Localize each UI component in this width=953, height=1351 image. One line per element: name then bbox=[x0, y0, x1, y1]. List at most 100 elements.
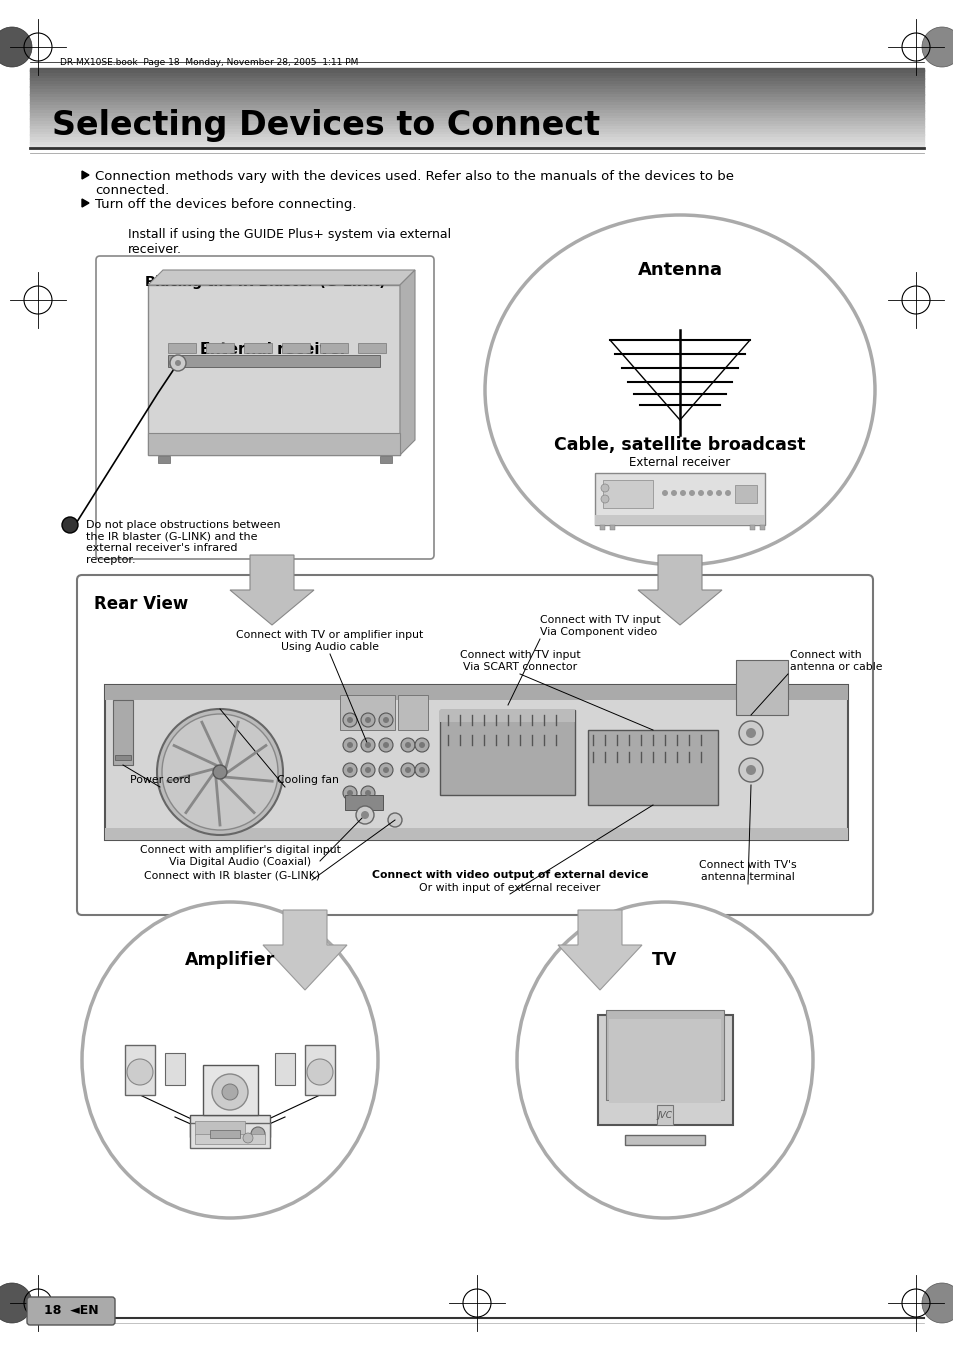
Circle shape bbox=[212, 1074, 248, 1111]
Bar bbox=[587, 730, 718, 805]
Circle shape bbox=[343, 786, 356, 800]
Bar bbox=[148, 285, 399, 455]
Bar bbox=[595, 515, 764, 526]
Bar bbox=[203, 1065, 257, 1115]
Text: Placing the IR Blaster (G-LINK): Placing the IR Blaster (G-LINK) bbox=[145, 276, 385, 289]
Circle shape bbox=[157, 709, 283, 835]
FancyBboxPatch shape bbox=[96, 255, 434, 559]
Text: DR-MX10SE.book  Page 18  Monday, November 28, 2005  1:11 PM: DR-MX10SE.book Page 18 Monday, November … bbox=[60, 58, 358, 68]
Text: antenna or cable: antenna or cable bbox=[789, 662, 882, 671]
Text: Via Component video: Via Component video bbox=[539, 627, 657, 638]
Bar bbox=[439, 711, 575, 721]
Bar bbox=[30, 120, 923, 124]
Bar bbox=[112, 700, 132, 765]
Circle shape bbox=[360, 811, 369, 819]
Circle shape bbox=[222, 1084, 237, 1100]
Circle shape bbox=[418, 767, 424, 773]
Bar bbox=[599, 526, 604, 530]
Bar bbox=[605, 1011, 723, 1100]
Text: Rear View: Rear View bbox=[94, 594, 188, 613]
Bar bbox=[657, 1105, 672, 1125]
Circle shape bbox=[360, 738, 375, 753]
Bar bbox=[168, 355, 379, 367]
Circle shape bbox=[415, 738, 429, 753]
Bar bbox=[194, 1121, 245, 1135]
Bar bbox=[30, 128, 923, 132]
Bar bbox=[30, 81, 923, 84]
Bar bbox=[30, 145, 923, 149]
Circle shape bbox=[347, 790, 353, 796]
Circle shape bbox=[382, 742, 389, 748]
Text: Connect with: Connect with bbox=[789, 650, 861, 661]
Circle shape bbox=[745, 728, 755, 738]
Bar bbox=[30, 86, 923, 89]
Circle shape bbox=[360, 786, 375, 800]
Text: Connect with TV's: Connect with TV's bbox=[699, 861, 796, 870]
Circle shape bbox=[307, 1059, 333, 1085]
Circle shape bbox=[600, 484, 608, 492]
Text: Using Audio cable: Using Audio cable bbox=[281, 642, 378, 653]
Circle shape bbox=[347, 767, 353, 773]
Bar bbox=[105, 828, 847, 840]
Circle shape bbox=[251, 1127, 265, 1142]
Bar bbox=[30, 111, 923, 113]
Bar bbox=[30, 113, 923, 116]
Text: Amplifier: Amplifier bbox=[185, 951, 274, 969]
Bar bbox=[30, 95, 923, 97]
Circle shape bbox=[378, 713, 393, 727]
Circle shape bbox=[400, 738, 415, 753]
Text: antenna terminal: antenna terminal bbox=[700, 871, 794, 882]
Ellipse shape bbox=[484, 215, 874, 565]
Bar bbox=[30, 73, 923, 76]
Bar bbox=[439, 711, 575, 794]
Circle shape bbox=[388, 813, 401, 827]
Circle shape bbox=[347, 742, 353, 748]
Bar bbox=[274, 1052, 294, 1085]
Polygon shape bbox=[399, 270, 415, 455]
Bar bbox=[598, 1015, 732, 1125]
Bar bbox=[357, 343, 386, 353]
Bar bbox=[30, 89, 923, 92]
Circle shape bbox=[415, 763, 429, 777]
Text: Connect with video output of external device: Connect with video output of external de… bbox=[372, 870, 648, 880]
Circle shape bbox=[400, 763, 415, 777]
Circle shape bbox=[355, 807, 374, 824]
Circle shape bbox=[360, 763, 375, 777]
Bar bbox=[190, 1123, 270, 1148]
Bar bbox=[345, 794, 382, 811]
Polygon shape bbox=[148, 270, 415, 285]
Bar bbox=[125, 1046, 154, 1096]
Bar bbox=[30, 97, 923, 100]
Circle shape bbox=[716, 490, 721, 496]
Text: Install if using the GUIDE Plus+ system via external
receiver.: Install if using the GUIDE Plus+ system … bbox=[128, 228, 451, 255]
Bar bbox=[210, 1129, 240, 1138]
Bar bbox=[734, 485, 757, 503]
Bar bbox=[30, 134, 923, 138]
Circle shape bbox=[0, 1283, 32, 1323]
Bar bbox=[30, 76, 923, 78]
Text: Connect with TV input: Connect with TV input bbox=[539, 615, 659, 626]
Circle shape bbox=[739, 758, 762, 782]
Text: Connect with amplifier's digital input: Connect with amplifier's digital input bbox=[139, 844, 340, 855]
Circle shape bbox=[343, 763, 356, 777]
Text: Selecting Devices to Connect: Selecting Devices to Connect bbox=[52, 109, 599, 142]
Text: Connect with TV input: Connect with TV input bbox=[459, 650, 579, 661]
FancyBboxPatch shape bbox=[77, 576, 872, 915]
Circle shape bbox=[698, 490, 703, 496]
Circle shape bbox=[127, 1059, 152, 1085]
Circle shape bbox=[343, 738, 356, 753]
Text: External receiver: External receiver bbox=[629, 457, 730, 470]
Circle shape bbox=[0, 27, 32, 68]
Bar bbox=[30, 136, 923, 141]
Bar bbox=[194, 1133, 265, 1144]
Bar bbox=[206, 343, 233, 353]
Bar bbox=[30, 92, 923, 95]
Circle shape bbox=[365, 742, 371, 748]
FancyBboxPatch shape bbox=[27, 1297, 115, 1325]
Circle shape bbox=[365, 767, 371, 773]
Circle shape bbox=[921, 1283, 953, 1323]
Bar bbox=[165, 1052, 185, 1085]
Circle shape bbox=[365, 790, 371, 796]
Bar bbox=[115, 755, 131, 761]
Circle shape bbox=[378, 763, 393, 777]
